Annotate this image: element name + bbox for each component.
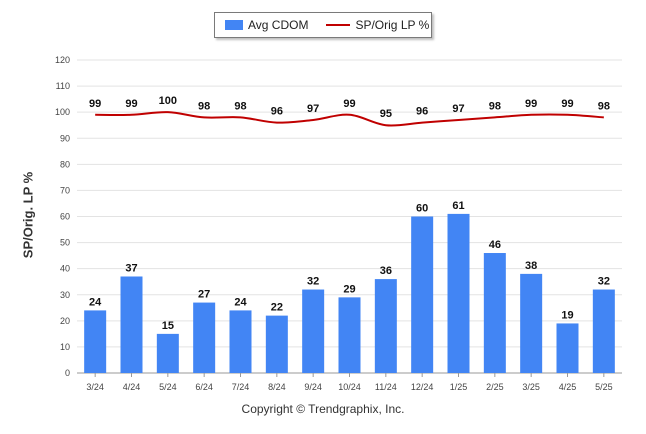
x-tick-label-12/24: 12/24 (411, 382, 434, 392)
bar-value-label-6/24: 27 (198, 289, 210, 301)
legend-swatch-line (326, 24, 351, 26)
bar-7/24 (229, 310, 252, 373)
bar-5/24 (156, 333, 179, 373)
line-value-label-4/24: 99 (125, 98, 137, 110)
bar-4/24 (120, 276, 143, 373)
line-value-label-10/24: 99 (343, 98, 355, 110)
y-tick-label-60: 60 (60, 212, 70, 222)
line-value-label-3/24: 99 (89, 98, 101, 110)
x-tick-label-5/24: 5/24 (159, 382, 177, 392)
copyright-text: Copyright © Trendgraphix, Inc. (241, 402, 405, 416)
x-tick-label-10/24: 10/24 (338, 382, 361, 392)
bar-value-label-2/25: 46 (489, 239, 501, 251)
line-value-label-1/25: 97 (452, 103, 464, 115)
legend-label-sp-orig-lp: SP/Orig LP % (355, 18, 430, 32)
y-tick-label-50: 50 (60, 238, 70, 248)
x-tick-label-5/25: 5/25 (595, 382, 613, 392)
legend-label-avg-cdom: Avg CDOM (248, 18, 309, 32)
y-tick-label-70: 70 (60, 185, 70, 195)
bar-value-label-1/25: 61 (452, 200, 464, 212)
legend-swatch-bar (225, 20, 243, 30)
bar-12/24 (411, 216, 434, 373)
y-tick-label-100: 100 (55, 107, 70, 117)
legend-item-avg-cdom[interactable]: Avg CDOM (225, 18, 308, 32)
bar-value-label-4/24: 37 (125, 262, 137, 274)
bar-1/25 (447, 213, 470, 373)
bar-value-label-3/25: 38 (525, 260, 537, 272)
bar-value-label-10/24: 29 (343, 283, 355, 295)
bar-value-label-3/24: 24 (89, 296, 102, 308)
x-tick-label-1/25: 1/25 (450, 382, 468, 392)
bar-value-label-5/25: 32 (598, 276, 610, 288)
bar-value-label-12/24: 60 (416, 203, 428, 215)
line-value-label-6/24: 98 (198, 100, 210, 112)
line-value-label-2/25: 98 (489, 100, 501, 112)
bar-3/24 (84, 310, 107, 373)
bar-value-label-11/24: 36 (380, 265, 392, 277)
x-tick-label-2/25: 2/25 (486, 382, 504, 392)
y-tick-label-20: 20 (60, 316, 70, 326)
bar-value-label-9/24: 32 (307, 276, 319, 288)
bar-10/24 (338, 297, 361, 373)
bar-6/24 (193, 302, 216, 373)
y-tick-label-10: 10 (60, 342, 70, 352)
chart-legend: Avg CDOM SP/Orig LP % (214, 12, 432, 38)
line-value-label-11/24: 95 (380, 108, 392, 120)
line-value-label-8/24: 96 (271, 106, 283, 118)
x-tick-label-7/24: 7/24 (232, 382, 250, 392)
bar-4/25 (556, 323, 579, 373)
x-tick-label-8/24: 8/24 (268, 382, 286, 392)
bar-value-label-4/25: 19 (561, 309, 573, 321)
line-value-label-5/24: 100 (159, 95, 177, 107)
line-value-label-9/24: 97 (307, 103, 319, 115)
bar-value-label-7/24: 24 (234, 296, 247, 308)
y-tick-label-110: 110 (56, 81, 70, 91)
y-tick-label-0: 0 (65, 368, 70, 378)
y-tick-label-120: 120 (55, 55, 70, 65)
x-tick-label-4/25: 4/25 (559, 382, 577, 392)
bar-9/24 (302, 289, 325, 373)
legend-item-sp-orig-lp[interactable]: SP/Orig LP % (326, 18, 429, 32)
sp-orig-lp-line (95, 111, 604, 127)
x-tick-label-3/24: 3/24 (86, 382, 104, 392)
bar-3/25 (520, 273, 543, 373)
line-value-label-3/25: 99 (525, 98, 537, 110)
x-tick-label-3/25: 3/25 (522, 382, 540, 392)
line-value-label-5/25: 98 (598, 100, 610, 112)
x-tick-label-9/24: 9/24 (304, 382, 322, 392)
y-tick-label-30: 30 (60, 290, 70, 300)
bar-value-label-8/24: 22 (271, 302, 283, 314)
y-tick-label-90: 90 (60, 133, 70, 143)
bar-2/25 (483, 253, 506, 373)
line-value-label-7/24: 98 (234, 100, 246, 112)
y-tick-label-80: 80 (60, 159, 70, 169)
x-tick-label-11/24: 11/24 (375, 382, 397, 392)
bar-11/24 (374, 279, 397, 373)
x-tick-label-4/24: 4/24 (123, 382, 141, 392)
x-tick-label-6/24: 6/24 (195, 382, 213, 392)
bar-8/24 (265, 315, 288, 373)
y-tick-label-40: 40 (60, 264, 70, 274)
line-value-label-4/25: 99 (561, 98, 573, 110)
line-value-label-12/24: 96 (416, 106, 428, 118)
bar-5/25 (592, 289, 615, 373)
bar-value-label-5/24: 15 (162, 320, 174, 332)
